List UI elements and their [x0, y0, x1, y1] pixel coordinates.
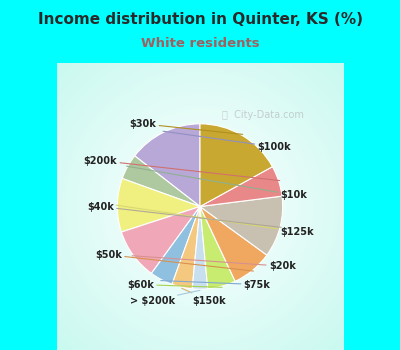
Text: Income distribution in Quinter, KS (%): Income distribution in Quinter, KS (%) [38, 12, 362, 27]
Text: > $200k: > $200k [130, 290, 200, 306]
Text: $40k: $40k [87, 202, 281, 228]
Wedge shape [117, 178, 200, 232]
Wedge shape [200, 206, 235, 289]
Text: White residents: White residents [141, 37, 259, 50]
Text: $50k: $50k [95, 250, 254, 271]
Wedge shape [172, 206, 200, 289]
Text: $100k: $100k [163, 131, 291, 152]
Wedge shape [200, 206, 267, 281]
Wedge shape [152, 206, 200, 284]
Text: $20k: $20k [132, 256, 296, 271]
Text: $200k: $200k [84, 156, 280, 181]
Wedge shape [121, 206, 200, 273]
Text: $150k: $150k [182, 288, 226, 306]
Text: $75k: $75k [161, 280, 270, 289]
Text: $125k: $125k [116, 205, 314, 237]
Text: $30k: $30k [130, 119, 243, 134]
Wedge shape [192, 206, 208, 289]
Wedge shape [122, 156, 200, 206]
Wedge shape [200, 124, 272, 206]
Wedge shape [200, 167, 282, 206]
Text: $10k: $10k [126, 166, 307, 200]
Wedge shape [200, 196, 283, 255]
Text: $60k: $60k [127, 280, 222, 289]
Wedge shape [135, 124, 200, 206]
Text: Ⓐ  City-Data.com: Ⓐ City-Data.com [222, 110, 304, 120]
